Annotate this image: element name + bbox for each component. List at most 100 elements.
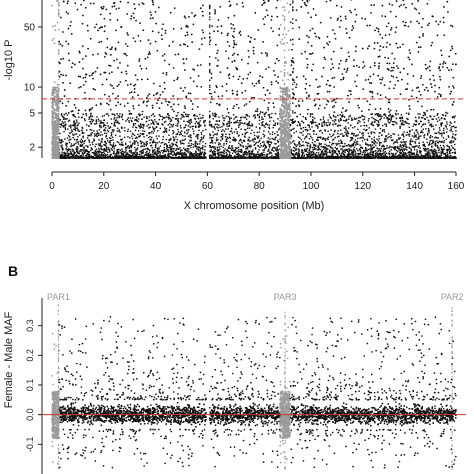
panel-a-point: [432, 142, 434, 144]
panel-a-point: [362, 115, 364, 117]
panel-a-point: [443, 153, 445, 155]
panel-a-point: [317, 152, 320, 154]
panel-a-point: [437, 157, 440, 159]
panel-a-point: [293, 139, 295, 142]
panel-a-point: [453, 151, 455, 154]
panel-a-point: [76, 151, 78, 154]
panel-a-point: [404, 145, 407, 148]
panel-a-point: [52, 127, 54, 129]
panel-a-point: [141, 149, 144, 151]
panel-a-point: [347, 127, 350, 129]
panel-a-point: [353, 157, 355, 159]
panel-a-point: [231, 152, 234, 154]
panel-a-point: [408, 146, 410, 149]
panel-a-point: [116, 141, 119, 143]
panel-a-point: [388, 152, 390, 154]
panel-a-point: [197, 133, 200, 136]
panel-a-point: [323, 138, 325, 140]
panel-a-point: [190, 136, 192, 139]
panel-a-point: [359, 137, 361, 139]
panel-a-point: [150, 144, 153, 146]
panel-a-point: [296, 153, 298, 155]
panel-a-point: [60, 142, 62, 144]
panel-a-point: [246, 114, 248, 116]
panel-a-point: [302, 144, 304, 146]
panel-a-point: [141, 152, 143, 155]
panel-a-point: [322, 156, 324, 159]
panel-a-point: [157, 152, 160, 154]
panel-a-point: [60, 124, 63, 126]
panel-a-point: [270, 116, 273, 119]
panel-a-point: [140, 142, 142, 145]
panel-a-point: [161, 115, 164, 118]
panel-a-point: [88, 151, 90, 154]
panel-a-point: [65, 157, 68, 159]
panel-a-point: [435, 132, 437, 135]
panel-a-point: [327, 121, 329, 124]
panel-a-point: [153, 153, 156, 155]
panel-a-point: [137, 133, 139, 136]
panel-a-point: [204, 156, 206, 158]
panel-a-point: [274, 157, 277, 159]
panel-a-point: [231, 149, 233, 151]
panel-a-point: [309, 121, 312, 123]
panel-a-point: [126, 145, 129, 148]
panel-a-point: [185, 154, 187, 156]
panel-a-point: [241, 142, 243, 144]
panel-a-point: [341, 133, 343, 135]
panel-a-point: [93, 156, 95, 158]
panel-a-point: [303, 144, 305, 147]
panel-a-point: [435, 124, 437, 126]
panel-a-point: [234, 151, 237, 154]
panel-a-point: [141, 141, 144, 144]
panel-a-point: [324, 143, 326, 146]
panel-a-point: [404, 120, 407, 123]
panel-a-point: [270, 152, 273, 154]
panel-a-point: [136, 116, 138, 118]
panel-a-point: [308, 157, 310, 159]
panel-a-point: [141, 126, 143, 129]
panel-a-point: [243, 151, 246, 153]
panel-a-point: [218, 119, 221, 122]
panel-a-point: [324, 146, 327, 148]
panel-a-point: [403, 149, 406, 151]
panel-a-point: [296, 157, 298, 159]
panel-a-point: [369, 155, 371, 158]
panel-a-point: [255, 126, 258, 128]
panel-a-point: [360, 125, 362, 127]
panel-a-point: [212, 146, 214, 148]
panel-a-point: [367, 148, 370, 151]
panel-a-point: [341, 115, 343, 117]
panel-a-point: [237, 155, 239, 157]
panel-a-point: [426, 152, 429, 154]
panel-a-point: [360, 157, 362, 159]
panel-a-point: [309, 148, 311, 150]
panel-a-point: [101, 148, 104, 151]
panel-a-point: [377, 157, 379, 159]
panel-a-point: [70, 145, 72, 147]
panel-a-point: [152, 157, 154, 159]
panel-a-point: [302, 141, 304, 143]
panel-a-point: [381, 124, 384, 127]
panel-a-point: [446, 144, 448, 147]
panel-a-point: [233, 150, 235, 152]
panel-a-point: [295, 157, 297, 159]
panel-a-point: [365, 150, 368, 152]
panel-a-point: [228, 136, 231, 138]
panel-a-point: [346, 134, 348, 137]
panel-a-point: [168, 147, 170, 149]
panel-a-point: [116, 150, 118, 152]
panel-a-point: [75, 127, 77, 130]
panel-a-point: [304, 149, 307, 152]
panel-a-point: [453, 157, 456, 159]
panel-a-point: [440, 141, 442, 143]
panel-a-point: [225, 143, 228, 145]
panel-a-point: [176, 125, 179, 127]
panel-a-point: [80, 157, 82, 159]
panel-a-point: [124, 130, 126, 132]
panel-a-point: [376, 142, 378, 144]
panel-a-point: [294, 157, 297, 159]
panel-a-point: [127, 117, 129, 119]
panel-a-point: [269, 144, 271, 146]
